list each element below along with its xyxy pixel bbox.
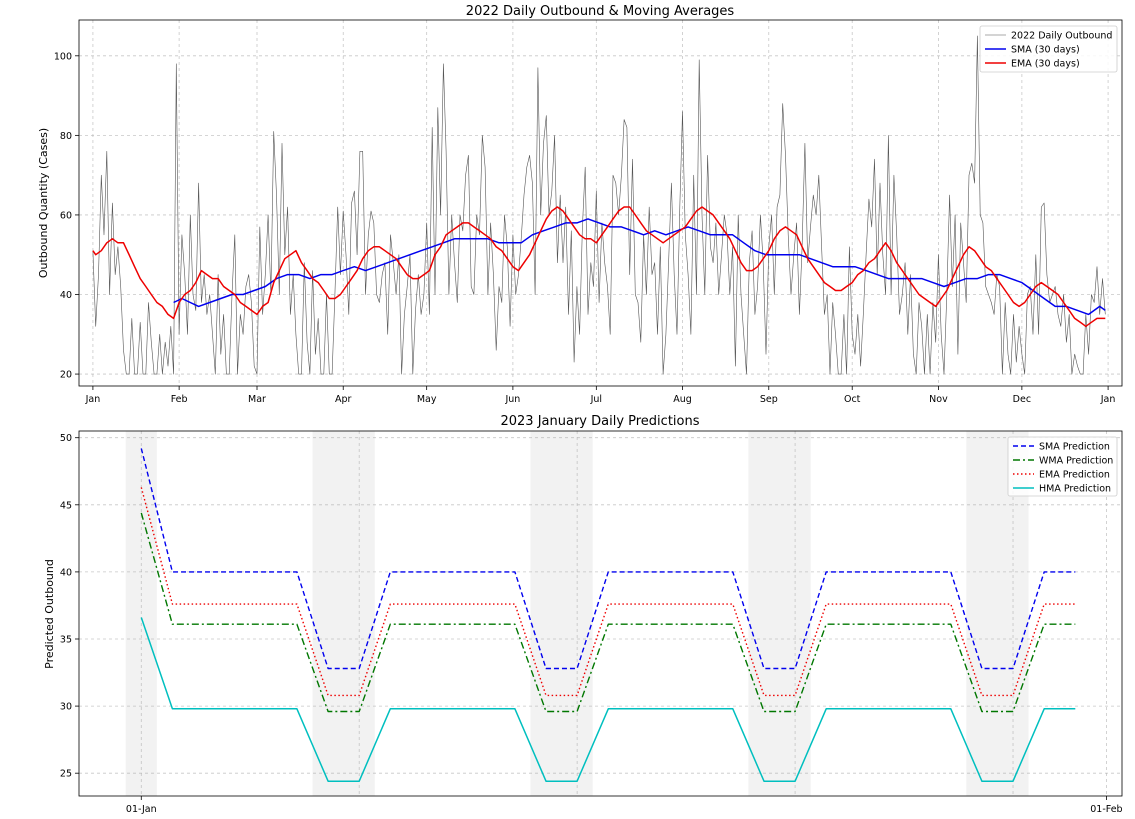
plot-frame — [78, 430, 1123, 797]
x-tick-label: May — [417, 394, 437, 405]
legend-label: WMA Prediction — [1039, 456, 1113, 467]
legend: 2022 Daily Outbound SMA (30 days) EMA (30 … — [979, 25, 1118, 73]
y-tick-label: 50 — [60, 433, 72, 444]
y-tick-label: 80 — [60, 131, 72, 142]
x-tick-label: Apr — [335, 394, 352, 405]
legend-box — [979, 25, 1118, 73]
y-tick-label: 40 — [60, 290, 72, 301]
x-tick-label: Oct — [844, 394, 861, 405]
y-tick-label: 40 — [60, 567, 72, 578]
series-line — [140, 617, 1076, 782]
y-tick-label: 100 — [54, 51, 72, 62]
series-group — [92, 35, 1106, 375]
series-group — [140, 448, 1076, 782]
y-tick-label: 60 — [60, 210, 72, 221]
series-line — [92, 35, 1106, 375]
x-tick-label: 01-Jan — [126, 804, 157, 815]
legend-label: SMA (30 days) — [1011, 45, 1080, 56]
y-tick-label: 45 — [60, 500, 72, 511]
x-tick-label: Jul — [590, 394, 602, 405]
legend-label: EMA (30 days) — [1011, 59, 1080, 70]
x-tick-label: Nov — [929, 394, 948, 405]
axis-ticks: 20 40 60 80 100 Jan Feb Mar Apr May Jun Jul Aug Sep Oc… — [54, 51, 1116, 405]
plot-frame — [78, 19, 1123, 387]
y-tick-label: 20 — [60, 370, 72, 381]
legend-label: 2022 Daily Outbound — [1011, 31, 1112, 42]
x-tick-label: Mar — [248, 394, 266, 405]
series-line — [140, 448, 1076, 670]
series-line — [173, 218, 1106, 316]
y-axis-label: Predicted Outbound — [43, 559, 56, 669]
grid — [79, 20, 1122, 386]
x-tick-label: 01-Feb — [1090, 804, 1122, 815]
x-tick-label: Jun — [504, 394, 520, 405]
legend: SMA Prediction WMA Prediction EMA Predicti… — [1007, 436, 1118, 497]
weekend-shading — [125, 431, 1029, 796]
chart-title: 2023 January Daily Predictions — [500, 414, 699, 429]
daily-outbound-chart: 2022 Daily Outbound & Moving Averages Ou… — [37, 4, 1123, 405]
chart-title: 2022 Daily Outbound & Moving Averages — [466, 4, 735, 19]
y-tick-label: 30 — [60, 702, 72, 713]
x-tick-label: Sep — [760, 394, 778, 405]
legend-label: EMA Prediction — [1039, 470, 1110, 481]
x-tick-label: Jan — [1100, 394, 1116, 405]
y-axis-label: Outbound Quantity (Cases) — [37, 128, 50, 278]
weekend-band — [748, 431, 811, 796]
x-tick-label: Jan — [85, 394, 101, 405]
weekend-band — [530, 431, 593, 796]
weekend-band — [312, 431, 375, 796]
legend-label: HMA Prediction — [1039, 484, 1111, 495]
x-tick-label: Feb — [171, 394, 188, 405]
y-tick-label: 25 — [60, 769, 72, 780]
series-line — [140, 512, 1076, 713]
series-line — [92, 206, 1106, 328]
legend-label: SMA Prediction — [1039, 442, 1110, 453]
x-tick-label: Aug — [673, 394, 692, 405]
axis-ticks: 25 30 35 40 45 50 01-Jan 01-Feb — [60, 433, 1123, 815]
january-predictions-chart: 2023 January Daily Predictions Predicted… — [43, 414, 1123, 815]
y-tick-label: 35 — [60, 634, 72, 645]
legend-box — [1007, 436, 1118, 497]
x-tick-label: Dec — [1013, 394, 1031, 405]
